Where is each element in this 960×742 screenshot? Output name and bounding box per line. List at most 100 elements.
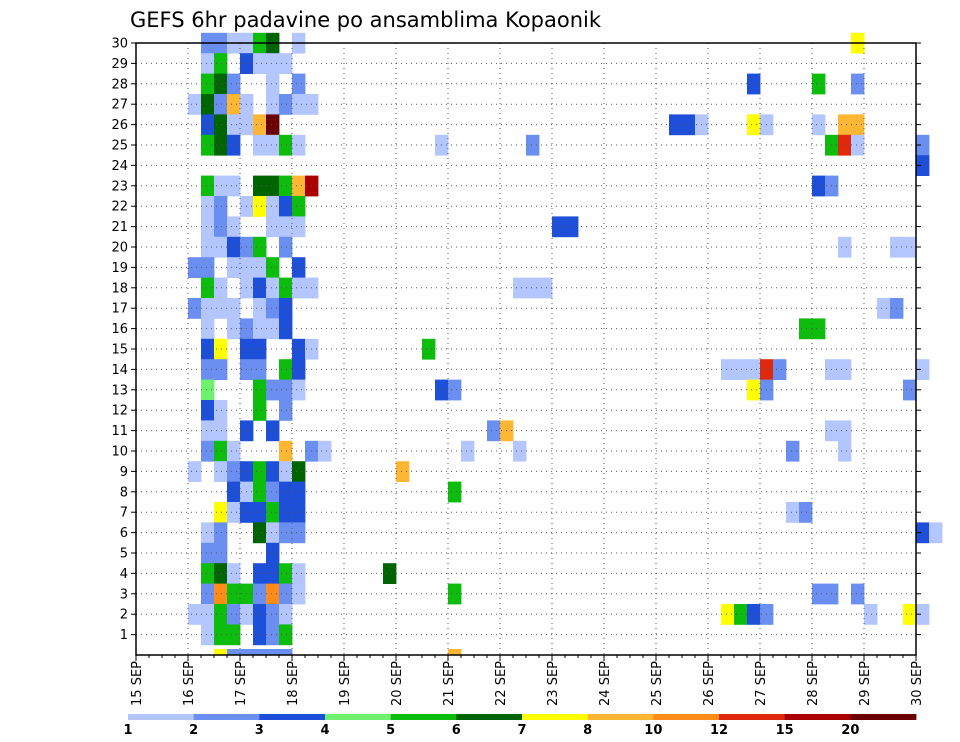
heatmap-cell: [266, 563, 280, 584]
legend-label: 4: [320, 723, 329, 738]
heatmap-cell: [292, 359, 306, 380]
y-tick-label: 17: [111, 302, 128, 317]
heatmap-cell: [227, 216, 241, 238]
heatmap-cell: [292, 175, 306, 197]
heatmap-cell: [279, 216, 293, 238]
heatmap-cell: [201, 379, 215, 401]
heatmap-cell: [279, 53, 293, 74]
y-tick-label: 24: [111, 159, 128, 174]
heatmap-cell: [318, 440, 332, 462]
legend-swatch: [587, 714, 654, 720]
heatmap-cell: [214, 440, 228, 462]
heatmap-cell: [292, 94, 306, 115]
y-tick-label: 23: [111, 179, 128, 194]
heatmap-cell: [214, 236, 228, 258]
heatmap-cell: [253, 114, 267, 136]
heatmap-cell: [552, 216, 566, 238]
y-tick-label: 27: [111, 98, 128, 113]
heatmap-cell: [253, 379, 267, 401]
heatmap-cell: [916, 359, 930, 380]
y-tick-label: 21: [111, 220, 128, 235]
y-tick-label: 2: [120, 608, 128, 623]
heatmap-cell: [201, 440, 215, 462]
heatmap-cell: [188, 257, 202, 278]
heatmap-cell: [253, 236, 267, 258]
heatmap-cell: [279, 583, 293, 605]
y-tick-label: 14: [111, 363, 128, 378]
x-tick-label: 18 SEP: [286, 661, 301, 706]
heatmap-cell: [253, 604, 267, 625]
heatmap-cell: [214, 359, 228, 380]
heatmap-cell: [916, 522, 930, 544]
legend-swatch: [325, 714, 392, 720]
heatmap-cell: [266, 196, 280, 217]
y-tick-label: 20: [111, 241, 128, 256]
heatmap-cell: [266, 502, 280, 523]
heatmap-cell: [201, 318, 215, 340]
heatmap-cell: [266, 94, 280, 115]
heatmap-cell: [201, 298, 215, 319]
heatmap-cell: [279, 502, 293, 523]
heatmap-cell: [214, 216, 228, 238]
heatmap-cell: [279, 522, 293, 544]
heatmap-cell: [734, 359, 748, 380]
heatmap-cell: [214, 649, 228, 656]
heatmap-cell: [214, 604, 228, 625]
heatmap-cell: [292, 502, 306, 523]
heatmap-cell: [292, 338, 306, 360]
heatmap-cell: [214, 522, 228, 544]
y-tick-label: 9: [120, 465, 128, 480]
heatmap-cell: [253, 563, 267, 584]
heatmap-cell: [214, 624, 228, 646]
heatmap-cell: [253, 583, 267, 605]
heatmap-cell: [266, 481, 280, 503]
heatmap-cell: [721, 604, 735, 625]
heatmap-cell: [227, 461, 241, 482]
heatmap-cell: [253, 359, 267, 380]
heatmap-cell: [188, 298, 202, 319]
heatmap-cell: [266, 318, 280, 340]
heatmap-cell: [201, 257, 215, 278]
heatmap-cell: [266, 461, 280, 482]
heatmap-cell: [201, 563, 215, 584]
heatmap-cell: [214, 298, 228, 319]
heatmap-cell: [266, 522, 280, 544]
heatmap-cell: [227, 563, 241, 584]
heatmap-cell: [461, 440, 475, 462]
heatmap-cell: [292, 379, 306, 401]
heatmap-cell: [253, 481, 267, 503]
heatmap-cell: [292, 73, 306, 95]
heatmap-cell: [253, 400, 267, 421]
heatmap-cell: [214, 502, 228, 523]
heatmap-cell: [747, 604, 761, 625]
heatmap-cell: [201, 583, 215, 605]
legend-swatch: [850, 714, 917, 720]
heatmap-cell: [903, 604, 917, 625]
x-tick-label: 16 SEP: [182, 661, 197, 706]
heatmap-cell: [916, 604, 930, 625]
x-tick-label: 26 SEP: [702, 661, 717, 706]
heatmap-cell: [253, 338, 267, 360]
heatmap-cell: [279, 563, 293, 584]
heatmap-cell: [279, 318, 293, 340]
heatmap-cell: [253, 624, 267, 646]
heatmap-cell: [279, 134, 293, 156]
heatmap-cell: [279, 236, 293, 258]
heatmap-cell: [513, 277, 527, 299]
heatmap-cell: [539, 277, 553, 299]
heatmap-cell: [227, 94, 241, 115]
heatmap-cell: [253, 277, 267, 299]
heatmap-cell: [747, 379, 761, 401]
color-legend: 1 2 3 4 5 6 7 8 10 12 15 20: [123, 714, 917, 738]
heatmap-cell: [266, 53, 280, 74]
heatmap-cell: [747, 114, 761, 136]
legend-label: 15: [776, 723, 794, 738]
heatmap-cell: [279, 400, 293, 421]
heatmap-cell: [279, 440, 293, 462]
heatmap-cell: [812, 583, 826, 605]
heatmap-cell: [266, 216, 280, 238]
heatmap-cell: [227, 440, 241, 462]
heatmap-cell: [877, 298, 891, 319]
heatmap-cell: [279, 277, 293, 299]
y-tick-label: 29: [111, 57, 128, 72]
